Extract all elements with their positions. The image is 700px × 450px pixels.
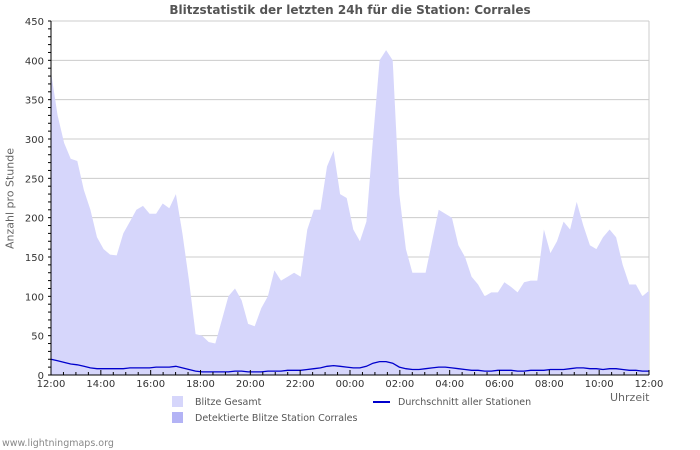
svg-text:50: 50 xyxy=(31,332,44,343)
svg-text:16:00: 16:00 xyxy=(136,379,165,390)
svg-text:04:00: 04:00 xyxy=(435,379,464,390)
legend-swatch-station xyxy=(172,412,183,423)
legend-label-station: Detektierte Blitze Station Corrales xyxy=(195,413,358,424)
svg-text:02:00: 02:00 xyxy=(385,379,414,390)
svg-text:450: 450 xyxy=(25,17,44,28)
legend-label-durchschnitt: Durchschnitt aller Stationen xyxy=(398,397,532,408)
svg-text:20:00: 20:00 xyxy=(236,379,265,390)
x-axis-label: Uhrzeit xyxy=(610,391,650,404)
svg-text:12:00: 12:00 xyxy=(37,379,66,390)
line-durchschnitt xyxy=(50,358,649,373)
svg-text:08:00: 08:00 xyxy=(535,379,564,390)
svg-text:10:00: 10:00 xyxy=(585,379,614,390)
y-tick-labels: 0 50 100 150 200 250 300 350 400 450 xyxy=(25,17,44,382)
x-tick-labels: 12:00 14:00 16:00 18:00 20:00 22:00 00:00 02:00… xyxy=(37,379,664,390)
axes xyxy=(48,20,650,376)
svg-text:100: 100 xyxy=(25,292,44,303)
svg-text:0: 0 xyxy=(38,371,44,382)
legend-label-gesamt: Blitze Gesamt xyxy=(195,397,262,408)
svg-text:06:00: 06:00 xyxy=(485,379,514,390)
legend-swatch-gesamt xyxy=(172,396,183,407)
svg-text:22:00: 22:00 xyxy=(286,379,315,390)
svg-text:14:00: 14:00 xyxy=(86,379,115,390)
chart-title: Blitzstatistik der letzten 24h für die S… xyxy=(169,3,531,17)
svg-text:400: 400 xyxy=(25,56,44,67)
svg-text:00:00: 00:00 xyxy=(336,379,365,390)
area-blitze-gesamt xyxy=(51,50,649,375)
svg-text:300: 300 xyxy=(25,135,44,146)
svg-text:18:00: 18:00 xyxy=(186,379,215,390)
credit-text: www.lightningmaps.org xyxy=(2,438,114,449)
svg-text:12:00: 12:00 xyxy=(635,379,664,390)
svg-text:250: 250 xyxy=(25,174,44,185)
svg-text:350: 350 xyxy=(25,96,44,107)
legend-line-durchschnitt xyxy=(373,401,390,403)
svg-text:200: 200 xyxy=(25,214,44,225)
svg-text:150: 150 xyxy=(25,253,44,264)
